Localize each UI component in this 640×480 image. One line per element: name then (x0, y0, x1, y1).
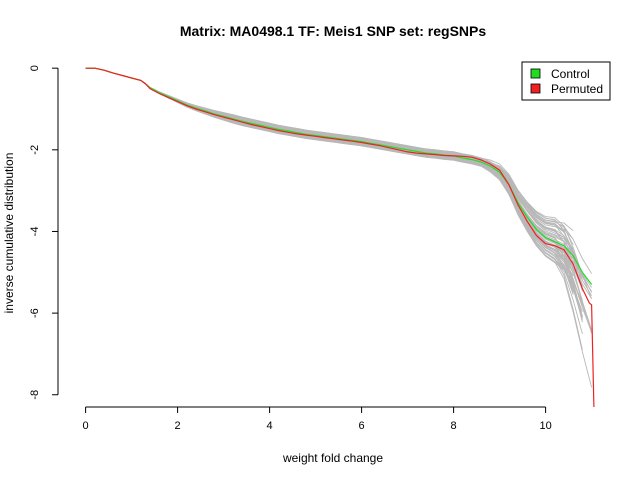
background-line (85, 67, 593, 388)
background-line (85, 67, 583, 276)
background-line (85, 67, 592, 299)
y-tick-label: -6 (29, 308, 41, 318)
background-line (85, 67, 592, 296)
y-tick-label: 0 (29, 65, 41, 71)
background-line (85, 67, 592, 292)
axes: 0 2 4 6 8 10 0 -2 -4 -6 -8 (29, 65, 552, 432)
background-line (85, 67, 592, 288)
y-tick-label: -4 (29, 227, 41, 237)
legend-label-permuted: Permuted (551, 82, 603, 96)
legend-swatch-control (530, 68, 541, 79)
x-tick-label: 10 (539, 420, 551, 432)
y-tick-label: -8 (29, 390, 41, 400)
series-line-control (85, 67, 593, 285)
background-line (85, 67, 593, 299)
background-line (85, 67, 574, 264)
legend-label-control: Control (551, 67, 590, 81)
chart-title: Matrix: MA0498.1 TF: Meis1 SNP set: regS… (180, 23, 487, 39)
legend-box (521, 61, 611, 101)
background-line (85, 67, 574, 254)
background-line (85, 67, 592, 274)
x-tick-label: 0 (83, 420, 89, 432)
background-line (85, 67, 583, 350)
y-axis-label: inverse cumulative distribution (2, 153, 16, 314)
background-line (85, 67, 583, 276)
background-line (85, 67, 593, 293)
x-tick-label: 2 (175, 420, 181, 432)
background-line (85, 67, 583, 276)
x-tick-label: 4 (267, 420, 273, 432)
background-line (85, 67, 574, 295)
background-line (85, 67, 574, 250)
background-line (85, 67, 583, 323)
legend: Control Permuted (521, 61, 611, 101)
background-line (85, 67, 574, 253)
background-line (85, 67, 583, 320)
background-lines (85, 67, 593, 388)
y-tick-label: -2 (29, 145, 41, 155)
series-line-permuted (85, 67, 595, 408)
legend-swatch-permuted (530, 83, 541, 94)
background-line (85, 67, 574, 246)
background-line (85, 67, 574, 251)
x-tick-label: 6 (359, 420, 365, 432)
background-line (85, 67, 583, 335)
background-line (85, 67, 574, 250)
x-tick-label: 8 (451, 420, 457, 432)
main-series (85, 67, 595, 408)
background-line (85, 67, 574, 255)
x-axis-label: weight fold change (282, 451, 383, 465)
